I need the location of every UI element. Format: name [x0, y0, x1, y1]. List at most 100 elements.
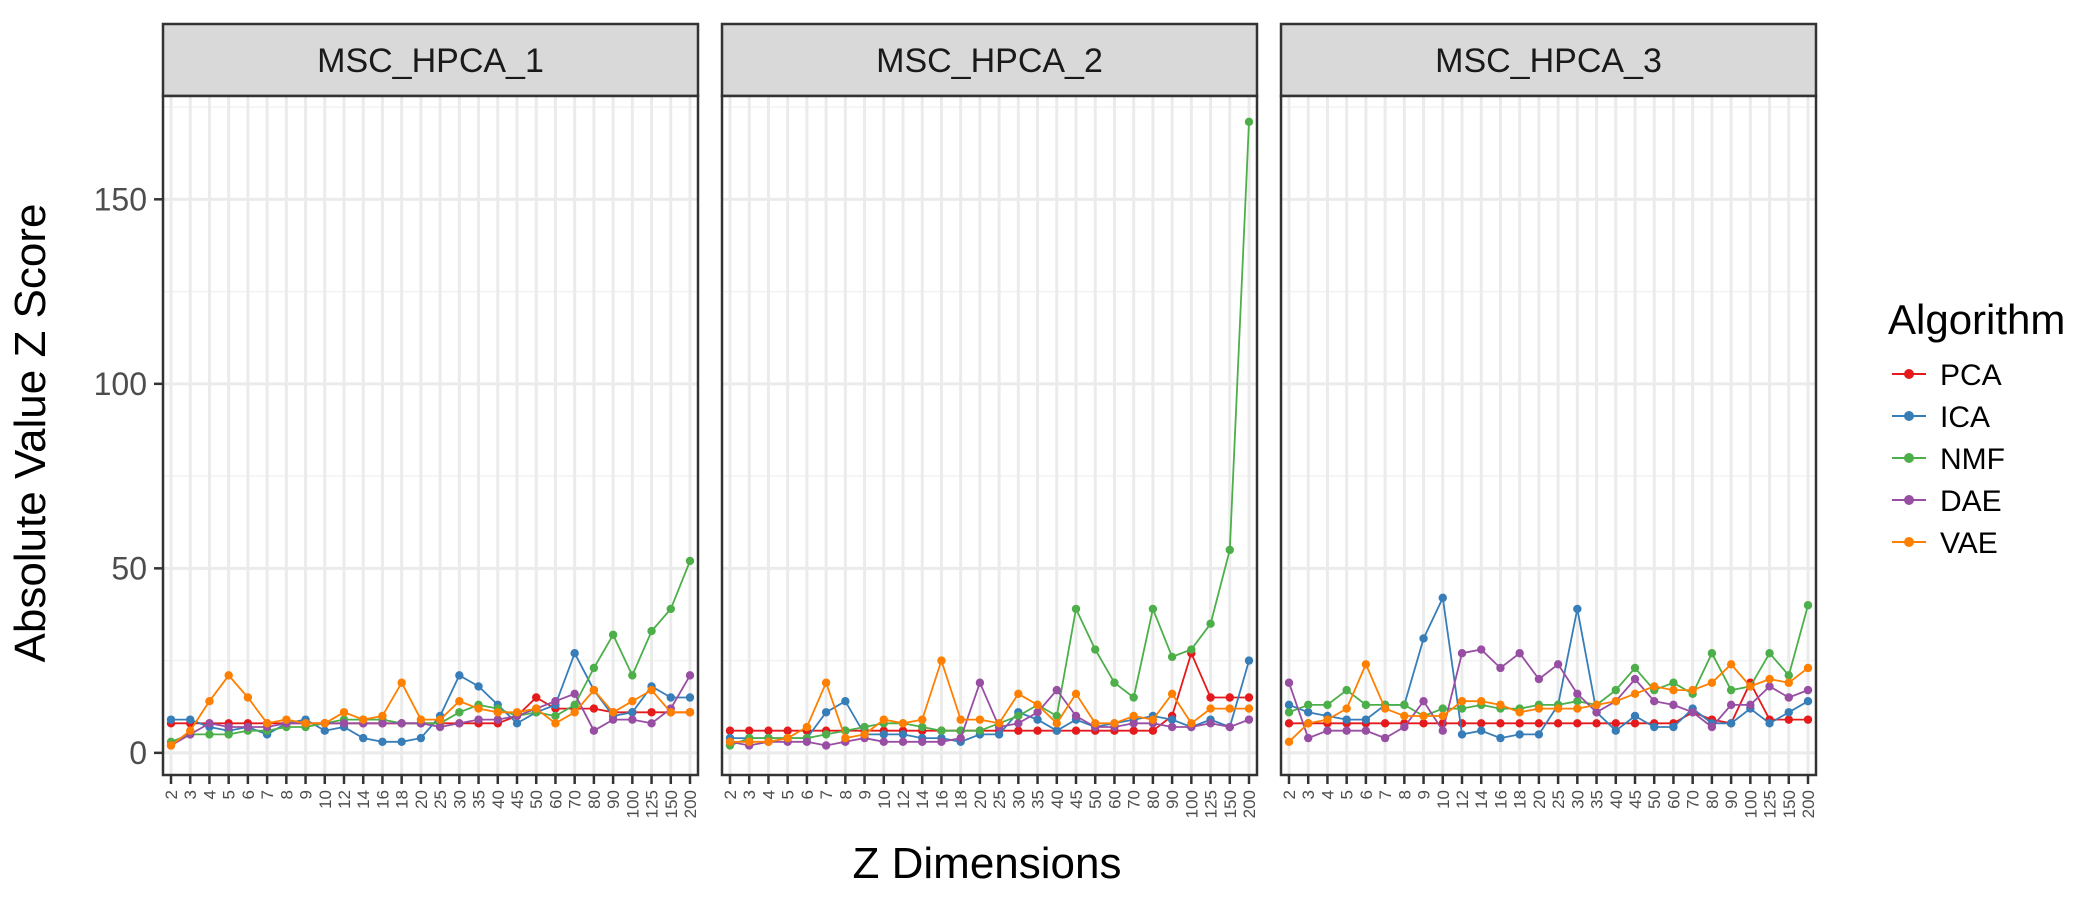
data-point-vae [1438, 711, 1447, 721]
data-point-pca [1477, 719, 1486, 728]
data-point-nmf [1630, 663, 1640, 673]
x-tick-label: 200 [1240, 790, 1259, 818]
data-point-dae [1784, 693, 1793, 702]
data-point-pca [1206, 693, 1215, 702]
x-tick-label: 6 [239, 790, 258, 799]
x-tick-label: 200 [1799, 790, 1818, 818]
series-line-nmf [1288, 605, 1809, 717]
data-point-dae [608, 715, 618, 724]
data-point-vae [647, 685, 656, 695]
legend: Algorithm PCA ICA NMF DAE VAE [1888, 296, 2065, 560]
data-point-ica [898, 730, 908, 739]
x-tick-label: 8 [277, 790, 296, 799]
x-tick-label: 18 [393, 790, 412, 809]
data-point-dae [1244, 715, 1254, 724]
panel-border [1279, 94, 1818, 777]
x-tick-label: 90 [1722, 790, 1741, 809]
data-point-pca [764, 726, 773, 735]
data-point-nmf [1611, 685, 1620, 695]
data-point-nmf [1225, 545, 1234, 555]
x-tick-label: 60 [546, 790, 565, 809]
series-line-dae [1288, 648, 1809, 740]
x-tick-label: 125 [1761, 790, 1780, 818]
data-point-ica [1765, 719, 1774, 728]
x-tick-label: 2 [162, 790, 181, 799]
legend-label: VAE [1940, 527, 1998, 560]
data-point-vae [186, 726, 195, 735]
x-tick-label: 50 [1086, 790, 1105, 809]
data-point-dae [493, 715, 502, 724]
x-tick-label: 12 [1453, 790, 1472, 809]
panels: MSC_HPCA_12 3 4 5 6 7 8 9 10 12 14 16 18 20 25 30 35 40 45… [161, 22, 1818, 818]
data-point-dae [205, 719, 214, 728]
data-point-vae [262, 719, 272, 728]
data-point-vae [1052, 719, 1061, 728]
x-tick-label: 3 [740, 790, 759, 799]
data-point-vae [1457, 696, 1467, 706]
data-point-dae [1803, 685, 1813, 695]
data-point-nmf [628, 671, 637, 680]
legend-label: DAE [1940, 485, 2002, 518]
data-point-vae [956, 715, 965, 724]
legend-title: Algorithm [1888, 296, 2065, 343]
x-tick-label: 25 [990, 790, 1009, 809]
data-point-ica [1419, 634, 1428, 643]
y-tick-label: 150 [94, 181, 147, 217]
data-point-vae [802, 722, 812, 732]
x-tick-label: 125 [1202, 790, 1221, 818]
data-point-dae [647, 719, 656, 728]
data-point-dae [1726, 700, 1736, 710]
legend-item-dae: DAE [1892, 485, 2002, 518]
x-tick-label: 16 [373, 790, 392, 809]
data-point-dae [685, 671, 695, 680]
data-point-nmf [205, 730, 214, 739]
data-point-pca [1244, 693, 1254, 702]
data-point-ica [186, 715, 195, 724]
data-point-ica [879, 730, 888, 739]
data-point-nmf [1784, 671, 1793, 680]
x-tick-label: 4 [1318, 790, 1337, 799]
data-point-vae [1206, 704, 1215, 713]
legend-key-point [1904, 495, 1914, 505]
x-tick-label: 18 [1511, 790, 1530, 809]
panel-title: MSC_HPCA_1 [317, 42, 544, 80]
data-point-ica [512, 719, 522, 728]
data-point-dae [378, 719, 387, 728]
data-point-dae [1515, 649, 1524, 658]
data-point-ica [359, 733, 368, 743]
data-point-nmf [1110, 678, 1119, 687]
data-point-nmf [1244, 117, 1254, 127]
data-point-vae [937, 656, 946, 665]
data-point-vae [282, 715, 291, 724]
data-point-ica [1033, 715, 1042, 724]
data-point-dae [1380, 733, 1390, 743]
x-tick-label: 8 [836, 790, 855, 799]
data-point-ica [1457, 730, 1467, 739]
data-point-dae [1707, 722, 1717, 732]
data-point-vae [512, 708, 522, 717]
data-point-dae [1765, 682, 1774, 691]
data-point-dae [1438, 726, 1447, 735]
data-point-vae [1611, 696, 1620, 706]
x-tick-label: 45 [1067, 790, 1086, 809]
data-point-vae [685, 708, 695, 717]
data-point-vae [841, 733, 850, 743]
x-tick-label: 3 [1299, 790, 1318, 799]
data-point-vae [898, 719, 908, 728]
x-tick-label: 3 [181, 790, 200, 799]
data-point-dae [1342, 726, 1351, 735]
data-point-vae [570, 708, 579, 717]
data-point-pca [1380, 719, 1390, 728]
legend-label: ICA [1940, 401, 1990, 434]
data-point-vae [1573, 704, 1582, 713]
data-point-ica [397, 737, 406, 746]
data-point-vae [1187, 719, 1196, 728]
data-point-ica [1630, 711, 1640, 721]
data-point-pca [1496, 719, 1505, 728]
x-tick-label: 45 [1626, 790, 1645, 809]
data-point-vae [493, 708, 502, 717]
data-point-nmf [937, 726, 946, 735]
data-point-dae [243, 722, 253, 732]
data-point-ica [1573, 604, 1582, 614]
